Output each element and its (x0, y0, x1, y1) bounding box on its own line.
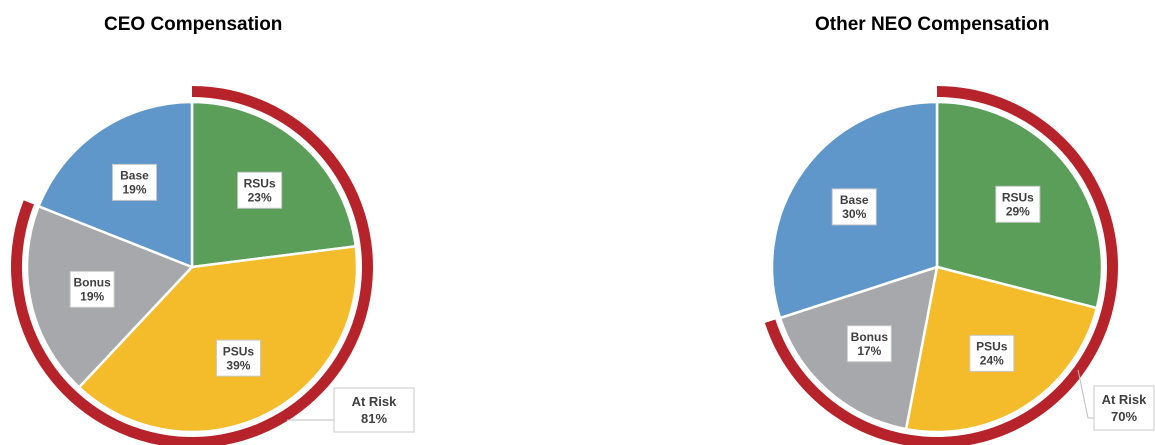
at-risk-label: At Risk 70% (1093, 385, 1155, 431)
svg-text:70%: 70% (1111, 409, 1137, 424)
at-risk-label: At Risk 81% (333, 387, 415, 433)
svg-text:At Risk: At Risk (1102, 392, 1148, 407)
svg-text:Bonus: Bonus (73, 276, 111, 290)
ceo-chart-title: CEO Compensation (104, 14, 283, 35)
svg-text:RSUs: RSUs (244, 177, 276, 191)
pie-slice-psus (77, 244, 359, 434)
svg-text:Base: Base (840, 193, 869, 207)
svg-text:81%: 81% (361, 411, 387, 426)
svg-text:17%: 17% (857, 344, 881, 358)
svg-text:23%: 23% (248, 191, 272, 205)
svg-text:24%: 24% (980, 354, 1004, 368)
svg-text:39%: 39% (226, 358, 250, 372)
svg-text:19%: 19% (122, 183, 146, 197)
svg-text:Bonus: Bonus (851, 330, 889, 344)
svg-text:Base: Base (120, 169, 149, 183)
svg-text:PSUs: PSUs (976, 340, 1008, 354)
at-risk-leader-line (1077, 369, 1094, 419)
svg-text:RSUs: RSUs (1002, 191, 1034, 205)
svg-text:At Risk: At Risk (352, 394, 398, 409)
neo-chart-title: Other NEO Compensation (815, 14, 1050, 35)
svg-text:19%: 19% (80, 290, 104, 304)
svg-text:29%: 29% (1006, 205, 1030, 219)
svg-text:30%: 30% (842, 207, 866, 221)
svg-text:PSUs: PSUs (223, 344, 255, 358)
